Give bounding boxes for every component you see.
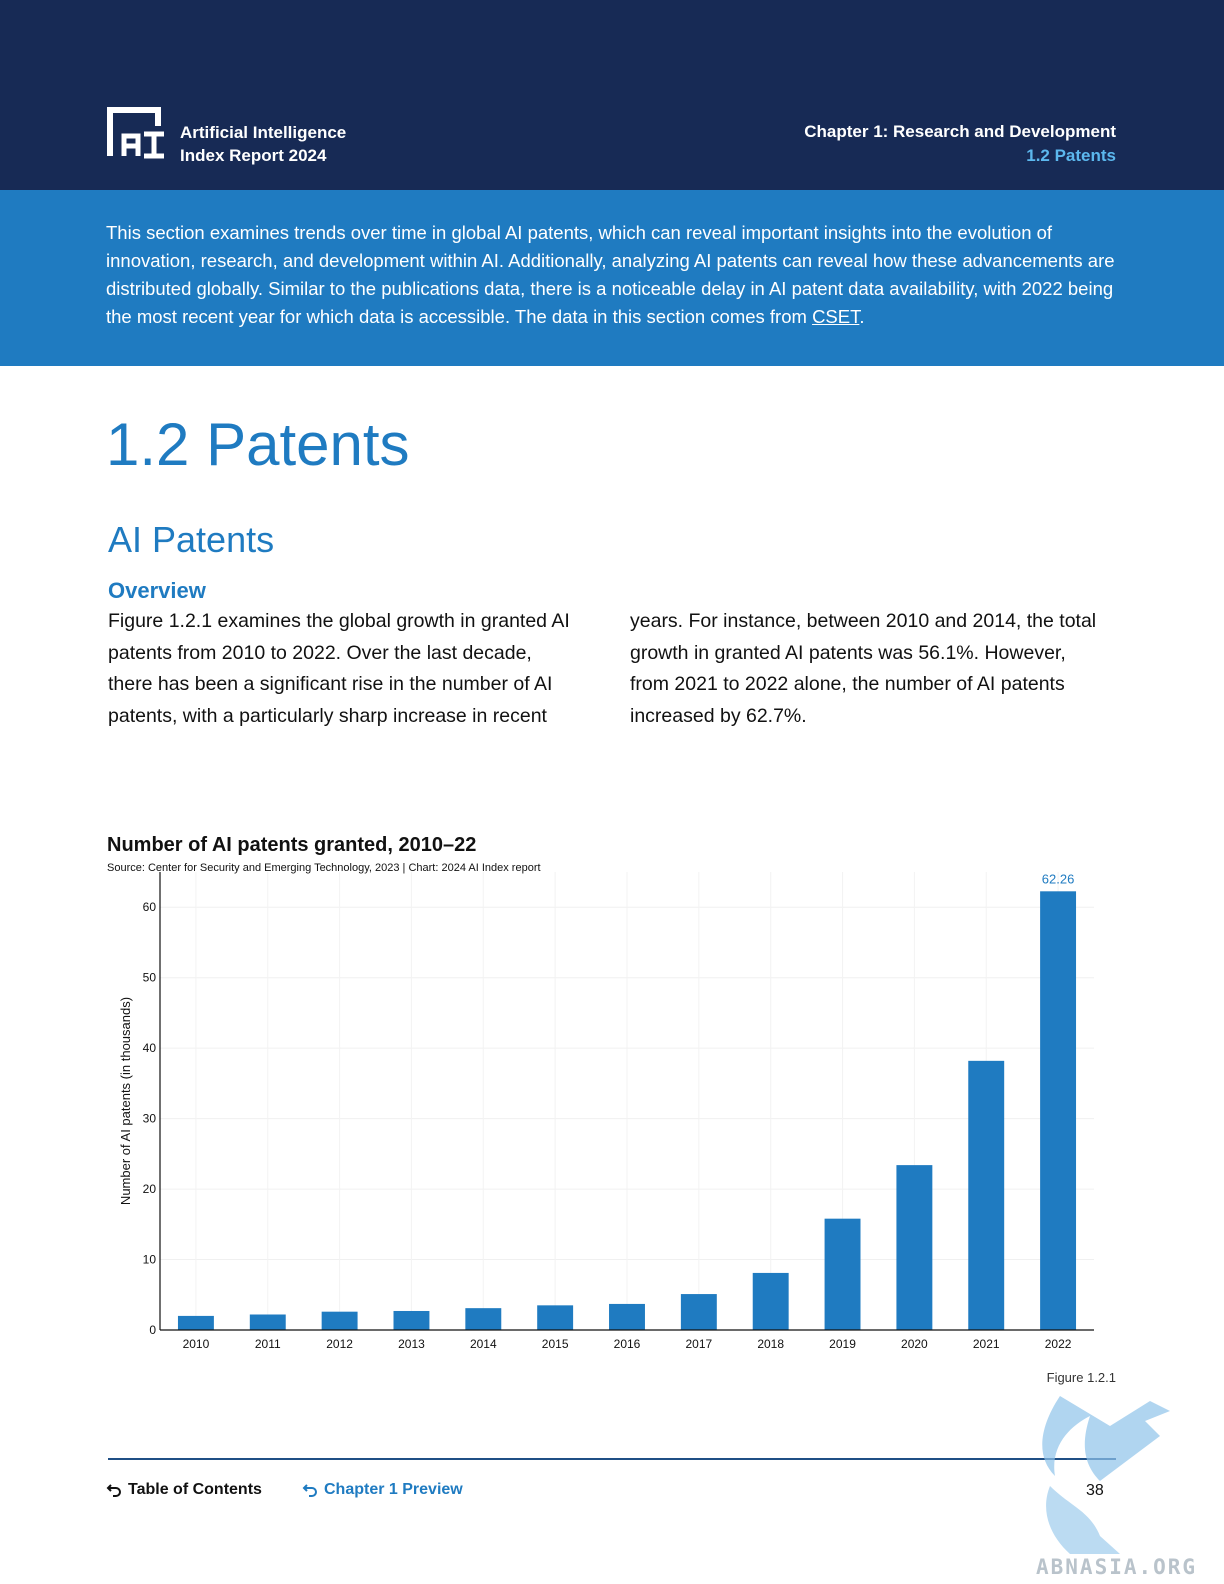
x-tick-label: 2016 bbox=[614, 1337, 641, 1351]
page-title: 1.2 Patents bbox=[106, 411, 410, 478]
intro-text: This section examines trends over time i… bbox=[106, 219, 1116, 331]
body-column-right: years. For instance, between 2010 and 20… bbox=[630, 610, 1097, 727]
x-tick-label: 2010 bbox=[183, 1337, 210, 1351]
bar-2011 bbox=[249, 1314, 286, 1330]
patents-bar-chart: 0 10 20 30 40 50 60 2010 2011 2012 2013 2014 2015 201… bbox=[118, 871, 1094, 1351]
section-subtitle: AI Patents bbox=[108, 519, 275, 560]
x-tick-label: 2011 bbox=[255, 1337, 281, 1351]
x-tick-label: 2018 bbox=[757, 1337, 784, 1351]
bar-2013 bbox=[393, 1310, 430, 1330]
chapter-title[interactable]: Chapter 1: Research and Development bbox=[804, 122, 1116, 141]
bar-2018 bbox=[752, 1272, 789, 1330]
chart-source: Source: Center for Security and Emerging… bbox=[107, 862, 541, 874]
y-tick-label: 60 bbox=[143, 900, 157, 914]
y-tick-label: 0 bbox=[149, 1323, 156, 1337]
data-label-2022: 62.26 bbox=[1042, 871, 1075, 886]
page-number: 38 bbox=[1086, 1482, 1104, 1499]
y-tick-label: 20 bbox=[143, 1182, 157, 1196]
brand-line-2: Index Report 2024 bbox=[180, 146, 327, 165]
x-tick-label: 2017 bbox=[685, 1337, 712, 1351]
intro-end: . bbox=[859, 306, 865, 327]
brand-title: Artificial Intelligence Index Report 202… bbox=[180, 121, 346, 167]
chapter-preview-link[interactable]: Chapter 1 Preview bbox=[302, 1481, 463, 1499]
x-tick-label: 2021 bbox=[973, 1337, 1000, 1351]
return-arrow-icon bbox=[106, 1484, 121, 1497]
return-arrow-icon bbox=[302, 1484, 317, 1497]
page-header: Artificial Intelligence Index Report 202… bbox=[0, 0, 1224, 190]
chapter-breadcrumb: Chapter 1: Research and Development 1.2 … bbox=[804, 120, 1116, 168]
section-title[interactable]: 1.2 Patents bbox=[1026, 146, 1116, 165]
x-tick-label: 2013 bbox=[398, 1337, 425, 1351]
toc-link[interactable]: Table of Contents bbox=[106, 1481, 262, 1499]
overview-heading: Overview bbox=[108, 578, 206, 603]
bar-2010 bbox=[177, 1315, 214, 1330]
x-tick-label: 2015 bbox=[542, 1337, 569, 1351]
y-tick-label: 50 bbox=[143, 971, 157, 985]
ai-index-logo bbox=[107, 107, 164, 159]
figure-label: Figure 1.2.1 bbox=[1046, 1370, 1116, 1385]
bar-2019 bbox=[824, 1218, 861, 1330]
chart-title: Number of AI patents granted, 2010–22 bbox=[107, 834, 477, 856]
watermark-text: ABNASIA.ORG bbox=[1036, 1555, 1198, 1579]
bar-2022 bbox=[1040, 891, 1077, 1330]
x-tick-label: 2019 bbox=[829, 1337, 856, 1351]
griffin-watermark-icon bbox=[1042, 1396, 1170, 1554]
footer-divider bbox=[108, 1458, 1116, 1460]
chapter-preview-label: Chapter 1 Preview bbox=[324, 1481, 463, 1498]
intro-body: This section examines trends over time i… bbox=[106, 222, 1115, 327]
bar-2014 bbox=[465, 1308, 502, 1330]
x-tick-label: 2014 bbox=[470, 1337, 497, 1351]
y-axis-label: Number of AI patents (in thousands) bbox=[118, 997, 133, 1205]
bar-2012 bbox=[321, 1311, 358, 1330]
cset-link[interactable]: CSET bbox=[812, 306, 860, 327]
y-tick-label: 10 bbox=[143, 1253, 157, 1267]
bar-2017 bbox=[680, 1294, 717, 1330]
y-tick-label: 40 bbox=[143, 1041, 157, 1055]
x-tick-label: 2012 bbox=[326, 1337, 353, 1351]
bar-2020 bbox=[896, 1165, 933, 1330]
bar-2021 bbox=[968, 1060, 1005, 1330]
bar-2015 bbox=[537, 1305, 574, 1330]
y-tick-label: 30 bbox=[143, 1112, 157, 1126]
x-tick-label: 2022 bbox=[1045, 1337, 1072, 1351]
toc-label: Table of Contents bbox=[128, 1481, 262, 1498]
body-column-left: Figure 1.2.1 examines the global growth … bbox=[108, 610, 570, 727]
intro-banner: This section examines trends over time i… bbox=[0, 190, 1224, 366]
bar-2016 bbox=[609, 1303, 645, 1330]
x-tick-label: 2020 bbox=[901, 1337, 928, 1351]
brand-line-1: Artificial Intelligence bbox=[180, 123, 347, 142]
